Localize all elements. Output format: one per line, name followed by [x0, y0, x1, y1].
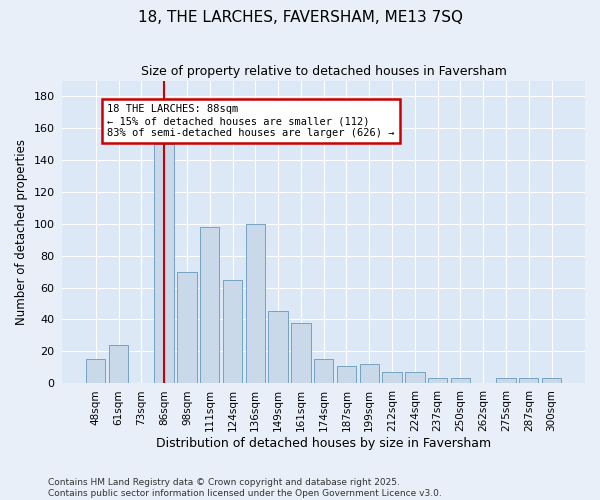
Bar [405, 372, 425, 383]
Y-axis label: Number of detached properties: Number of detached properties [15, 139, 28, 325]
Bar [359, 364, 379, 383]
Bar [382, 372, 402, 383]
Bar [109, 345, 128, 383]
Text: 18 THE LARCHES: 88sqm
← 15% of detached houses are smaller (112)
83% of semi-det: 18 THE LARCHES: 88sqm ← 15% of detached … [107, 104, 395, 138]
Bar [337, 366, 356, 383]
Bar [314, 359, 334, 383]
Bar [177, 272, 197, 383]
Bar [496, 378, 515, 383]
Bar [268, 312, 288, 383]
Bar [291, 322, 311, 383]
Bar [223, 280, 242, 383]
Bar [86, 359, 106, 383]
Bar [200, 227, 220, 383]
Bar [542, 378, 561, 383]
Text: Contains HM Land Registry data © Crown copyright and database right 2025.
Contai: Contains HM Land Registry data © Crown c… [48, 478, 442, 498]
Title: Size of property relative to detached houses in Faversham: Size of property relative to detached ho… [141, 65, 506, 78]
Text: 18, THE LARCHES, FAVERSHAM, ME13 7SQ: 18, THE LARCHES, FAVERSHAM, ME13 7SQ [137, 10, 463, 25]
Bar [519, 378, 538, 383]
Bar [451, 378, 470, 383]
Bar [245, 224, 265, 383]
X-axis label: Distribution of detached houses by size in Faversham: Distribution of detached houses by size … [156, 437, 491, 450]
Bar [428, 378, 447, 383]
Bar [154, 144, 174, 383]
